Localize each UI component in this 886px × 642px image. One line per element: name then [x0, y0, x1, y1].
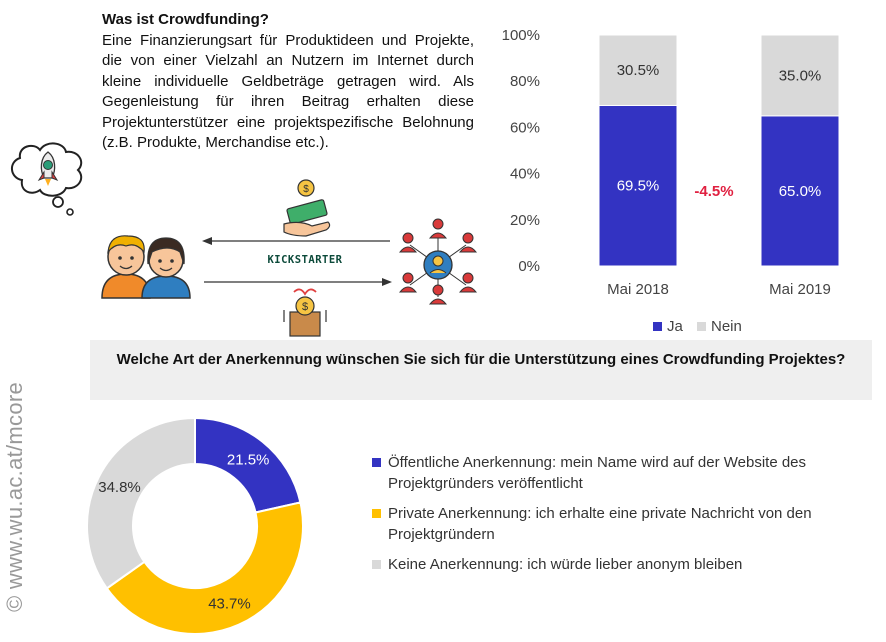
donut-chart: 21.5% 43.7% 34.8%: [86, 416, 304, 635]
y-tick-label: 0%: [518, 258, 540, 275]
y-tick-label: 100%: [502, 27, 540, 44]
y-tick-label: 40%: [510, 166, 540, 183]
legend-label: Nein: [711, 318, 742, 335]
donut-slice-1: [105, 501, 304, 635]
couple-icon: [101, 235, 191, 299]
network-people-icon: [398, 218, 478, 305]
stacked-bar-chart: 0%20%40%60%80%100% 69.5%30.5%65.0%35.0% …: [502, 27, 840, 335]
donut-slice-2: [86, 416, 196, 590]
legend-item-none: Keine Anerkennung: ich würde lieber anon…: [372, 554, 872, 575]
bar-segment-nein: [598, 34, 678, 106]
money-hand-icon: $: [283, 179, 331, 237]
donut-legend: Öffentliche Anerkennung: mein Name wird …: [372, 452, 872, 584]
intro-body: Eine Finanzierungsart für Produktideen u…: [102, 31, 474, 152]
kickstarter-label: KICKSTARTER: [267, 254, 343, 266]
question-banner: Welche Art der Anerkennung wünschen Sie …: [90, 340, 872, 400]
legend-label: Öffentliche Anerkennung: mein Name wird …: [388, 454, 807, 492]
svg-text:$: $: [302, 301, 308, 313]
bar-value-label: 69.5%: [617, 178, 660, 195]
donut-value-label: 21.5%: [227, 452, 270, 469]
legend-label: Keine Anerkennung: ich würde lieber anon…: [388, 556, 743, 573]
legend-swatch: [697, 322, 706, 331]
legend-item-public: Öffentliche Anerkennung: mein Name wird …: [372, 452, 872, 494]
legend-swatch: [372, 509, 381, 518]
bar-segment-nein: [760, 34, 840, 117]
y-tick-label: 60%: [510, 119, 540, 136]
svg-text:$: $: [303, 184, 309, 195]
donut-value-label: 34.8%: [98, 479, 141, 496]
y-tick-label: 20%: [510, 212, 540, 229]
legend-item-private: Private Anerkennung: ich erhalte eine pr…: [372, 503, 872, 545]
intro-title: Was ist Crowdfunding?: [102, 11, 269, 28]
bar-value-label: 65.0%: [779, 183, 822, 200]
legend-swatch: [653, 322, 662, 331]
y-tick-label: 80%: [510, 73, 540, 90]
intro-text-block: Was ist Crowdfunding? Eine Finanzierungs…: [102, 10, 474, 154]
bar-segment-ja: [760, 115, 840, 267]
bar-value-label: 30.5%: [617, 62, 660, 79]
arrow-right-icon: [204, 278, 392, 286]
crowdfunding-illustration: $ $: [11, 142, 478, 337]
bar-segment-ja: [598, 104, 678, 267]
legend-swatch: [372, 458, 381, 467]
x-tick-label: Mai 2018: [607, 281, 669, 298]
rocket-icon: [37, 151, 59, 186]
x-tick-label: Mai 2019: [769, 281, 831, 298]
gift-coin-icon: $: [283, 288, 327, 337]
copyright-text: © www.wu.ac.at/mcore: [2, 381, 27, 612]
legend-label: Private Anerkennung: ich erhalte eine pr…: [388, 505, 812, 543]
arrow-left-icon: [202, 237, 390, 245]
donut-value-label: 43.7%: [208, 596, 251, 613]
bar-value-label: 35.0%: [779, 67, 822, 84]
question-title: Welche Art der Anerkennung wünschen Sie …: [116, 351, 846, 368]
legend-label: Ja: [667, 318, 684, 335]
delta-annotation: -4.5%: [694, 183, 733, 200]
legend-swatch: [372, 560, 381, 569]
